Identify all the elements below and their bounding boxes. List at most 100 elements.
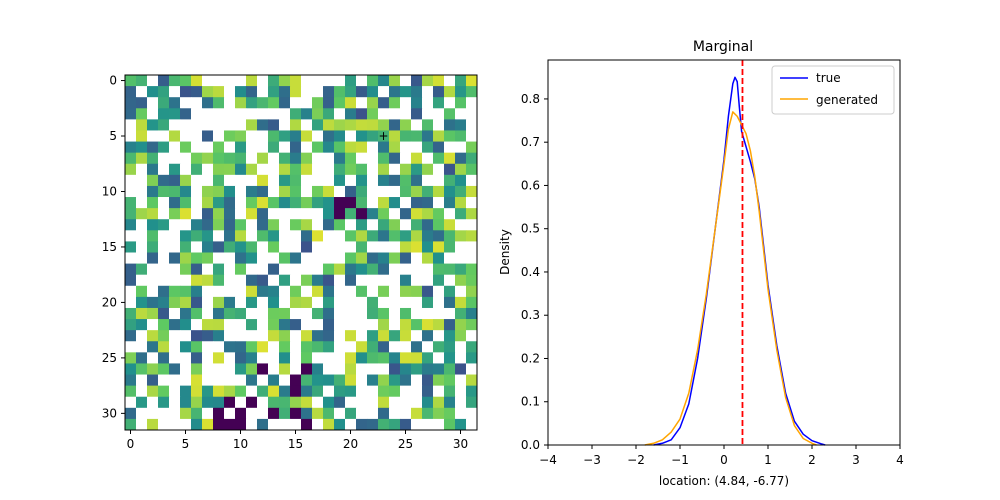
heatmap-cell bbox=[235, 418, 247, 431]
heatmap-cell bbox=[125, 307, 137, 320]
heatmap-cell bbox=[213, 219, 225, 231]
heatmap-cell bbox=[147, 197, 159, 209]
heatmap-cell bbox=[301, 241, 313, 253]
heatmap-cell bbox=[367, 163, 379, 176]
heatmap-cell bbox=[466, 330, 478, 342]
y-axis-label: Density bbox=[498, 229, 512, 275]
heatmap-cell bbox=[378, 141, 390, 154]
heatmap-cell bbox=[213, 252, 225, 264]
heatmap-cell bbox=[224, 285, 236, 298]
heatmap-cell bbox=[246, 274, 258, 287]
heatmap-cell bbox=[455, 341, 467, 353]
heatmap-cell bbox=[312, 319, 324, 331]
heatmap-cell bbox=[169, 418, 181, 431]
heatmap-cell bbox=[345, 319, 357, 331]
heatmap-cell bbox=[455, 330, 467, 342]
heatmap-cell bbox=[301, 296, 313, 309]
heatmap-cell bbox=[466, 97, 478, 109]
heatmap-cell bbox=[224, 407, 236, 420]
heatmap-cell bbox=[433, 97, 445, 109]
heatmap-cell bbox=[125, 330, 137, 342]
heatmap-cell bbox=[312, 75, 324, 87]
heatmap-cell bbox=[257, 341, 269, 353]
heatmap-cell bbox=[268, 130, 280, 142]
heatmap-cell bbox=[411, 152, 423, 165]
heatmap-cell bbox=[268, 263, 280, 276]
heatmap-cell bbox=[400, 407, 412, 420]
heatmap-cell bbox=[268, 230, 280, 242]
heatmap-cell bbox=[180, 307, 192, 320]
heatmap-cell bbox=[301, 86, 313, 98]
heatmap-cell bbox=[466, 185, 478, 198]
heatmap-cell bbox=[422, 185, 434, 198]
heatmap-cell bbox=[433, 174, 445, 187]
heatmap-cell bbox=[147, 352, 159, 364]
heatmap-cell bbox=[290, 252, 302, 264]
heatmap-cell bbox=[356, 152, 368, 165]
heatmap-cell bbox=[301, 352, 313, 364]
heatmap-cell bbox=[367, 108, 379, 120]
heatmap-cell bbox=[224, 296, 236, 309]
heatmap-cell bbox=[125, 163, 137, 176]
heatmap-cell bbox=[136, 363, 148, 375]
heatmap-cell bbox=[433, 152, 445, 165]
heatmap-cell bbox=[345, 352, 357, 364]
heatmap-cell bbox=[378, 285, 390, 298]
heatmap-cell bbox=[378, 174, 390, 187]
heatmap-cell bbox=[378, 152, 390, 165]
heatmap-cell bbox=[268, 407, 280, 420]
heatmap-cell bbox=[323, 352, 335, 364]
heatmap-cell bbox=[246, 230, 258, 242]
heatmap-cell bbox=[136, 374, 148, 387]
heatmap-cell bbox=[323, 197, 335, 209]
heatmap-cell bbox=[213, 352, 225, 364]
heatmap-cell bbox=[246, 185, 258, 198]
heatmap-cell bbox=[180, 352, 192, 364]
heatmap-cell bbox=[356, 319, 368, 331]
y-tick-label: 0.1 bbox=[521, 395, 540, 409]
heatmap-cell bbox=[202, 241, 214, 253]
heatmap-cell bbox=[400, 119, 412, 131]
heatmap-cell bbox=[455, 219, 467, 231]
heatmap-cell bbox=[444, 374, 456, 387]
heatmap-cell bbox=[466, 352, 478, 364]
heatmap-cell bbox=[356, 174, 368, 187]
heatmap-cell bbox=[169, 385, 181, 398]
heatmap-cell bbox=[180, 341, 192, 353]
heatmap-cell bbox=[389, 174, 401, 187]
heatmap-cell bbox=[268, 396, 280, 409]
heatmap-cell bbox=[279, 363, 291, 375]
heatmap-cell bbox=[356, 97, 368, 109]
heatmap-cell bbox=[147, 418, 159, 431]
heatmap-cell bbox=[147, 396, 159, 409]
heatmap-cell bbox=[246, 407, 258, 420]
heatmap-cell bbox=[125, 152, 137, 165]
density-x-ticks: −4 −3 −2 −1 0 1 2 3 4 bbox=[539, 445, 904, 467]
heatmap-cell bbox=[312, 296, 324, 309]
heatmap-cell bbox=[400, 86, 412, 98]
y-tick-label: 0.0 bbox=[521, 438, 540, 452]
heatmap-cell bbox=[246, 263, 258, 276]
heatmap-cell bbox=[191, 230, 203, 242]
heatmap-cell bbox=[444, 108, 456, 120]
heatmap-cell bbox=[257, 319, 269, 331]
heatmap-cell bbox=[334, 130, 346, 142]
heatmap-cell bbox=[279, 119, 291, 131]
heatmap-cell bbox=[147, 296, 159, 309]
heatmap-cell bbox=[455, 152, 467, 165]
heatmap-cell bbox=[356, 374, 368, 387]
heatmap-cell bbox=[422, 274, 434, 287]
heatmap-cell bbox=[202, 396, 214, 409]
heatmap-cell bbox=[158, 108, 170, 120]
heatmap-cell bbox=[466, 341, 478, 353]
heatmap-cell bbox=[422, 197, 434, 209]
heatmap-cell bbox=[290, 363, 302, 375]
heatmap-cell bbox=[246, 130, 258, 142]
heatmap-cell bbox=[224, 108, 236, 120]
heatmap-cell bbox=[378, 252, 390, 264]
heatmap-cell bbox=[378, 319, 390, 331]
heatmap-cell bbox=[290, 86, 302, 98]
heatmap-cell bbox=[323, 208, 335, 220]
heatmap-cell bbox=[279, 341, 291, 353]
heatmap-cell bbox=[444, 219, 456, 231]
